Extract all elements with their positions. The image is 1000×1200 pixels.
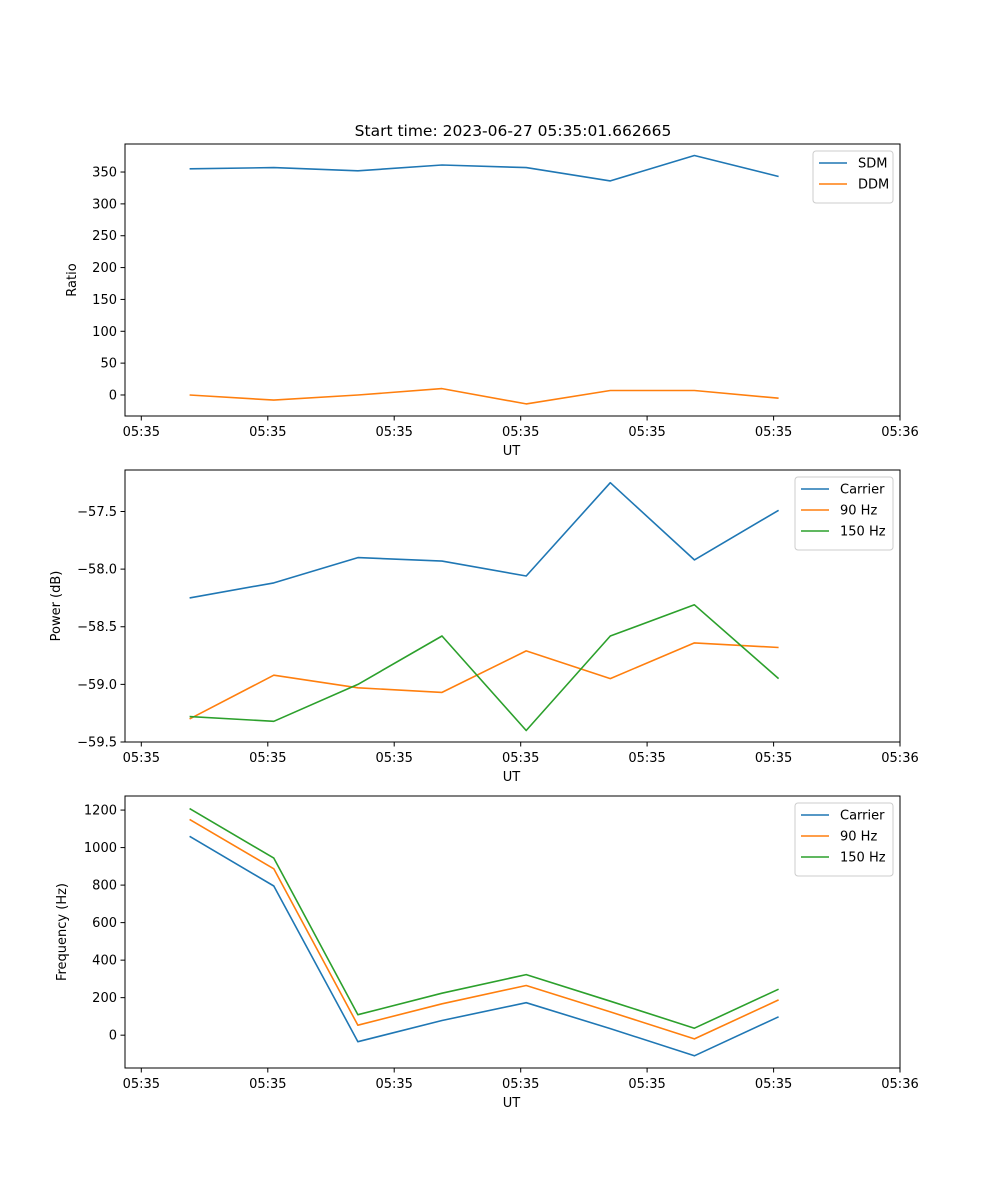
y-tick-label: −58.0 bbox=[77, 563, 117, 578]
y-tick-label: 50 bbox=[100, 357, 117, 372]
y-tick-label: −59.5 bbox=[77, 736, 117, 751]
chart-panel-3: 05:35 05:35 05:35 05:35 05:35 05:35 05:36 0 200 4… bbox=[55, 795, 919, 1111]
chart-panel-1: 05:35 05:35 05:35 05:35 05:35 05:35 05:36 0 50 10… bbox=[65, 143, 919, 459]
legend: Carrier 90 Hz 150 Hz bbox=[794, 476, 894, 551]
chart-panel-2: 05:35 05:35 05:35 05:35 05:35 05:35 05:36 −59.5… bbox=[49, 469, 919, 785]
series-line-carrier bbox=[189, 835, 779, 1057]
x-tick-label: 05:36 bbox=[881, 1077, 918, 1092]
y-tick-label: 0 bbox=[109, 1029, 117, 1044]
x-tick-label: 05:35 bbox=[755, 1077, 792, 1092]
y-tick-label: 350 bbox=[92, 166, 117, 181]
y-tick-label: 150 bbox=[92, 293, 117, 308]
plot-frame bbox=[124, 143, 901, 417]
y-tick-label: 800 bbox=[92, 879, 117, 894]
y-tick-label: 300 bbox=[92, 197, 117, 212]
x-tick-label: 05:35 bbox=[123, 1077, 160, 1092]
series-line-90-hz bbox=[189, 818, 779, 1040]
y-tick-label: 600 bbox=[92, 916, 117, 931]
x-axis-label: UT bbox=[503, 1096, 521, 1111]
x-tick-label: 05:36 bbox=[881, 751, 918, 766]
series-line-sdm bbox=[189, 154, 779, 182]
legend-label: 90 Hz bbox=[840, 504, 877, 519]
x-tick-label: 05:35 bbox=[249, 1077, 286, 1092]
legend-label: Carrier bbox=[840, 809, 885, 824]
figure-title: Start time: 2023-06-27 05:35:01.662665 bbox=[355, 122, 672, 140]
x-axis-label: UT bbox=[503, 770, 521, 785]
x-tick-label: 05:36 bbox=[881, 425, 918, 440]
y-tick-label: 200 bbox=[92, 261, 117, 276]
legend: Carrier 90 Hz 150 Hz bbox=[794, 802, 894, 877]
y-tick-label: 400 bbox=[92, 954, 117, 969]
y-axis-label: Frequency (Hz) bbox=[55, 883, 70, 981]
x-tick-label: 05:35 bbox=[628, 425, 665, 440]
y-tick-label: 1000 bbox=[84, 841, 117, 856]
legend-label: SDM bbox=[858, 157, 887, 172]
x-tick-label: 05:35 bbox=[755, 751, 792, 766]
x-tick-label: 05:35 bbox=[123, 425, 160, 440]
legend-label: 90 Hz bbox=[840, 830, 877, 845]
x-tick-label: 05:35 bbox=[375, 751, 412, 766]
y-axis-label: Power (dB) bbox=[49, 571, 64, 642]
plot-frame bbox=[124, 469, 901, 743]
legend-label: Carrier bbox=[840, 483, 885, 498]
legend-box bbox=[812, 150, 894, 204]
y-tick-label: −57.5 bbox=[77, 505, 117, 520]
y-tick-label: 0 bbox=[109, 388, 117, 403]
x-tick-label: 05:35 bbox=[375, 1077, 412, 1092]
plot-frame bbox=[124, 795, 901, 1069]
x-tick-label: 05:35 bbox=[502, 1077, 539, 1092]
series-line-150-hz bbox=[189, 603, 780, 732]
series-line-150-hz bbox=[189, 807, 779, 1029]
series-line-ddm bbox=[189, 387, 779, 405]
x-tick-label: 05:35 bbox=[502, 425, 539, 440]
x-tick-label: 05:35 bbox=[375, 425, 412, 440]
series-line-90-hz bbox=[189, 642, 779, 720]
legend: SDM DDM bbox=[812, 150, 894, 204]
x-tick-label: 05:35 bbox=[249, 425, 286, 440]
series-line-carrier bbox=[189, 481, 780, 599]
legend-label: DDM bbox=[858, 178, 889, 193]
x-axis-label: UT bbox=[503, 444, 521, 459]
y-tick-label: 250 bbox=[92, 229, 117, 244]
y-axis-label: Ratio bbox=[65, 263, 80, 296]
x-tick-label: 05:35 bbox=[755, 425, 792, 440]
legend-label: 150 Hz bbox=[840, 525, 886, 540]
x-tick-label: 05:35 bbox=[502, 751, 539, 766]
x-tick-label: 05:35 bbox=[249, 751, 286, 766]
y-tick-label: −58.5 bbox=[77, 620, 117, 635]
x-tick-label: 05:35 bbox=[628, 1077, 665, 1092]
y-tick-label: −59.0 bbox=[77, 678, 117, 693]
y-tick-label: 100 bbox=[92, 325, 117, 340]
x-tick-label: 05:35 bbox=[123, 751, 160, 766]
y-tick-label: 1200 bbox=[84, 804, 117, 819]
y-tick-label: 200 bbox=[92, 991, 117, 1006]
x-tick-label: 05:35 bbox=[628, 751, 665, 766]
legend-label: 150 Hz bbox=[840, 851, 886, 866]
